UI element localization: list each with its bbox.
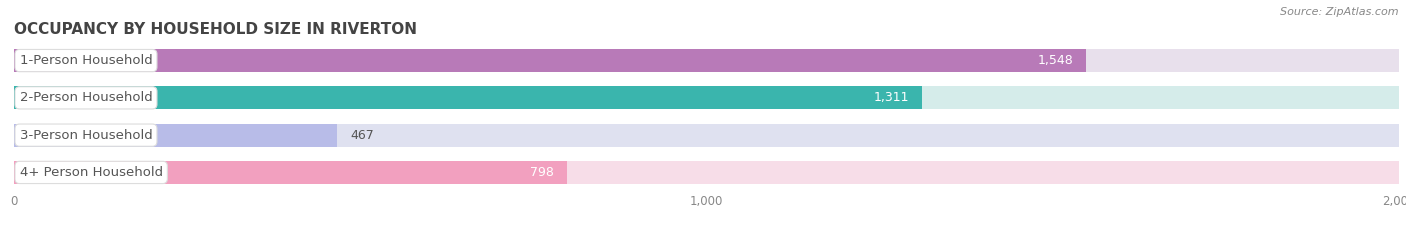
Text: OCCUPANCY BY HOUSEHOLD SIZE IN RIVERTON: OCCUPANCY BY HOUSEHOLD SIZE IN RIVERTON [14,22,418,37]
Text: 467: 467 [350,129,374,142]
Bar [14,86,1399,110]
Bar [14,123,1399,147]
Text: 1,548: 1,548 [1038,54,1074,67]
Bar [14,86,922,110]
Text: 2-Person Household: 2-Person Household [20,91,152,104]
Bar [14,49,1399,72]
Text: 4+ Person Household: 4+ Person Household [20,166,163,179]
Text: 1-Person Household: 1-Person Household [20,54,152,67]
Bar [14,161,567,184]
Text: 798: 798 [530,166,554,179]
Bar [14,161,1399,184]
Text: 3-Person Household: 3-Person Household [20,129,152,142]
Text: Source: ZipAtlas.com: Source: ZipAtlas.com [1281,7,1399,17]
Bar [14,49,1085,72]
Bar [14,123,337,147]
Text: 1,311: 1,311 [875,91,910,104]
